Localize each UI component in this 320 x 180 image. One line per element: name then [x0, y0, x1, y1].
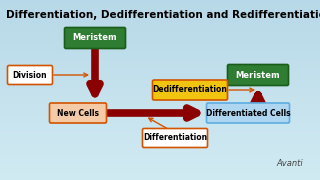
Text: Meristem: Meristem — [73, 33, 117, 42]
FancyBboxPatch shape — [142, 129, 207, 147]
Text: Meristem: Meristem — [236, 71, 280, 80]
FancyBboxPatch shape — [206, 103, 290, 123]
Text: Differentiation, Dedifferentiation and Redifferentiation: Differentiation, Dedifferentiation and R… — [6, 10, 320, 20]
Text: Differentiation: Differentiation — [143, 134, 207, 143]
Text: Division: Division — [13, 71, 47, 80]
Text: Avanti: Avanti — [276, 159, 303, 168]
Text: Differentiated Cells: Differentiated Cells — [206, 109, 290, 118]
Text: New Cells: New Cells — [57, 109, 99, 118]
FancyBboxPatch shape — [50, 103, 107, 123]
FancyBboxPatch shape — [7, 66, 52, 84]
FancyBboxPatch shape — [65, 28, 125, 48]
Text: Dedifferentiation: Dedifferentiation — [153, 86, 228, 94]
FancyBboxPatch shape — [153, 80, 228, 100]
FancyBboxPatch shape — [228, 64, 289, 86]
